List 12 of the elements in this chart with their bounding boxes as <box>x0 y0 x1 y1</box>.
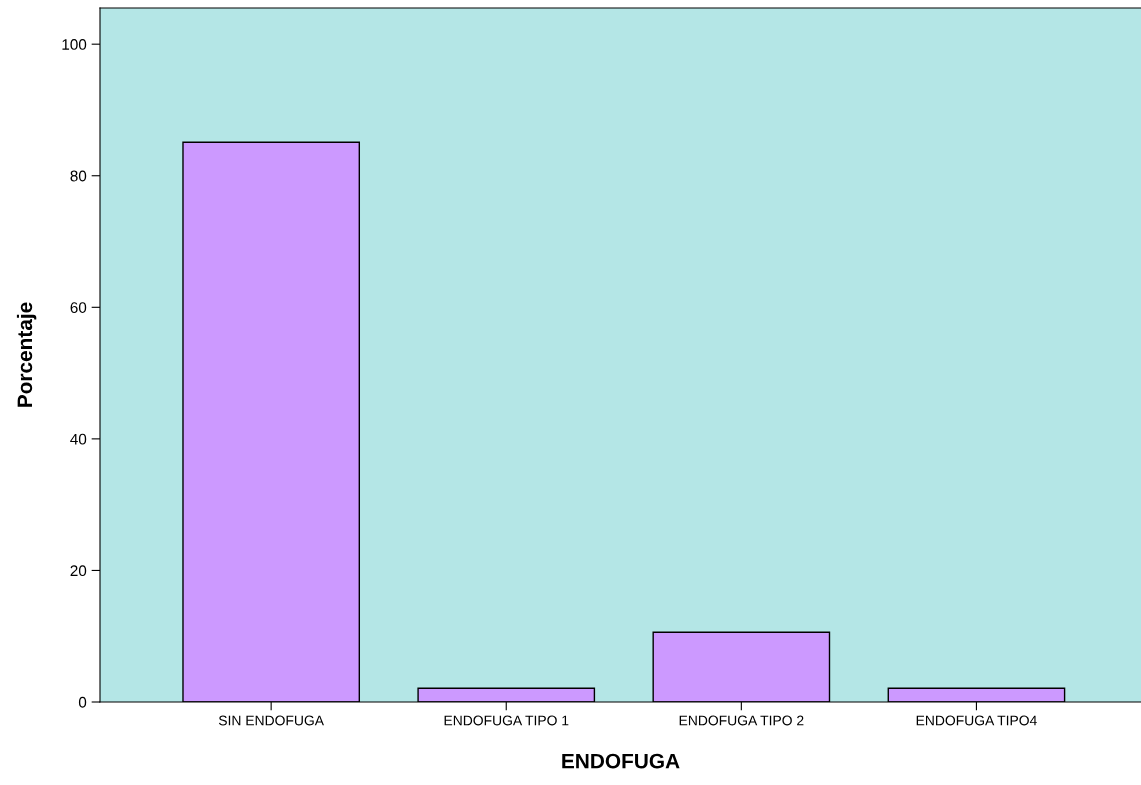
x-tick-label: ENDOFUGA TIPO 2 <box>679 715 804 726</box>
y-tick-label: 40 <box>70 433 87 445</box>
y-axis-title: Porcentaje <box>16 302 37 407</box>
x-tick-label: SIN ENDOFUGA <box>218 715 324 726</box>
x-axis-title: ENDOFUGA <box>562 753 680 769</box>
x-tick-label: ENDOFUGA TIPO 1 <box>444 715 569 726</box>
y-tick-label: 20 <box>70 565 87 577</box>
x-tick-label: ENDOFUGA TIPO4 <box>916 715 1037 726</box>
y-tick-label: 60 <box>70 302 87 313</box>
y-tick-label: 80 <box>70 170 87 182</box>
y-tick-label: 0 <box>78 696 87 708</box>
y-tick-label: 100 <box>62 39 87 50</box>
